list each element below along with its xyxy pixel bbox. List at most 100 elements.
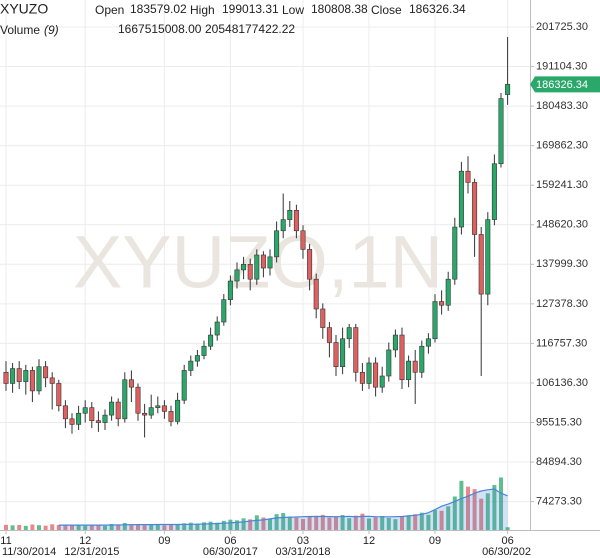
volume-bar [248,519,253,530]
volume-bar [235,520,239,530]
volume-bar [37,525,41,530]
candle-body [188,360,194,371]
candle-body [234,269,240,282]
high-value: 199013.31 [222,2,279,16]
candle-body [465,170,471,183]
candle-body [307,249,313,280]
candle-body [505,84,511,95]
candle-body [89,407,95,421]
price-tag-label: 186326.34 [536,79,588,91]
volume-bar [472,489,477,530]
volume-bar [208,521,213,530]
candle-body [175,399,181,422]
volume-bar [373,517,378,530]
volume-bar [56,525,61,530]
candle-body [102,414,108,423]
candle-body [373,362,379,388]
open-label: Open [95,3,124,17]
low-value: 180808.38 [311,2,368,16]
x-tick-label: 12 [363,535,375,547]
volume-bar [274,514,279,530]
x-tick-label-long: 06/30/202 [482,546,531,558]
x-tick-label: 12 [79,535,91,547]
close-label: Close [371,3,402,17]
volume-bar [89,525,94,530]
volume-bar [386,518,391,530]
volume-pane [4,477,510,530]
volume-bar [499,477,503,530]
y-tick-label: 74273.30 [536,496,582,508]
grid [0,0,530,530]
candle-body [16,368,22,382]
volume-bar [459,480,464,530]
volume-bar [380,516,385,530]
candle-body [122,379,128,420]
candle-body [76,412,82,425]
price-tag: 186326.34 [530,76,600,93]
volume-ma-line [58,488,508,526]
y-tick-label: 127378.30 [536,298,588,310]
x-tick-label-long: 12/31/2015 [64,546,119,558]
volume-bar [268,518,272,530]
volume-bar [452,496,457,530]
volume-bar [129,524,134,530]
volume-bar [287,516,292,530]
low-label: Low [282,3,304,17]
candle-body [300,230,306,250]
volume-ma-value: 20548177422.22 [205,22,295,36]
candle-body [267,256,273,269]
volume-label: Volume [0,23,40,37]
candle-body [43,366,49,379]
volume-bar [50,524,55,530]
volume-bar [479,498,484,530]
volume-bar [4,524,8,530]
candle-body [274,230,280,258]
candle-body [56,383,62,407]
volume-bar [30,524,35,530]
volume-bar [228,519,233,530]
volume-bar [281,513,286,530]
x-tick-label-long: 06/30/2017 [203,546,258,558]
candle-body [425,338,431,347]
volume-bar [76,524,81,530]
candle-body [10,368,16,384]
candle-body [194,355,200,362]
volume-bar [202,522,206,530]
candle-body [412,360,418,373]
volume-bar [505,527,510,530]
candle-body [326,327,332,343]
volume-bar [70,525,74,530]
candle-body [359,371,365,384]
candle-body [491,163,497,220]
candle-body [452,226,458,280]
volume-bar [149,525,154,530]
volume-bar [182,523,187,530]
candle-body [478,234,484,295]
candle-body [135,386,141,414]
candle-body [280,219,286,232]
x-tick-label: 06 [501,535,513,547]
volume-bar [419,512,424,530]
volume-bar [360,513,365,530]
y-tick-label: 137999.30 [536,258,588,270]
y-tick-label: 106136.30 [536,377,588,389]
x-tick-label: 03 [297,535,309,547]
close-value: 186326.34 [409,2,466,16]
candle-body [485,219,491,295]
candle-body [36,366,42,392]
candle-body [227,280,233,300]
candle-body [392,334,398,351]
candle-body [399,334,405,381]
candle-body [472,182,478,235]
symbol: XYUZO [0,1,48,17]
candle-body [181,370,187,401]
volume-bar [347,518,352,530]
volume-bar [413,514,418,530]
volume-bar [400,516,404,530]
y-tick-label: 116757.30 [536,337,587,349]
volume-bar [485,493,490,530]
candle-body [95,420,101,423]
volume-bar [334,516,338,530]
candle-body [29,370,35,392]
